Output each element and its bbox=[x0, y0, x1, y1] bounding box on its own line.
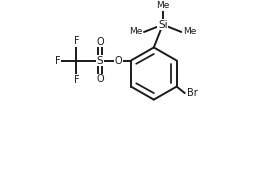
Text: Me: Me bbox=[129, 27, 143, 36]
Text: O: O bbox=[96, 37, 104, 47]
Text: S: S bbox=[97, 56, 103, 66]
Text: F: F bbox=[74, 75, 79, 85]
Text: Me: Me bbox=[183, 27, 196, 36]
Text: F: F bbox=[74, 36, 79, 46]
Text: O: O bbox=[115, 56, 123, 66]
Text: Si: Si bbox=[158, 20, 168, 30]
Text: O: O bbox=[96, 74, 104, 84]
Text: Br: Br bbox=[187, 88, 198, 98]
Text: F: F bbox=[54, 56, 60, 66]
Text: Me: Me bbox=[156, 1, 170, 10]
